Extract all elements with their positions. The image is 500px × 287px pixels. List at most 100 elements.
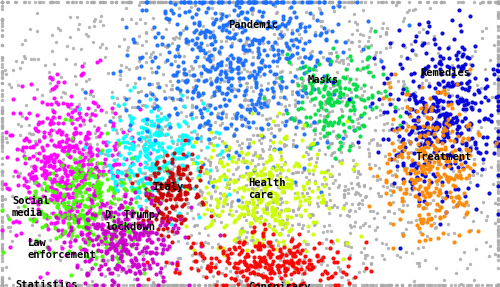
Point: [222, 265, 230, 270]
Point: [481, 94, 489, 99]
Point: [434, 125, 442, 129]
Point: [258, 136, 266, 141]
Point: [170, 151, 178, 156]
Point: [288, 5, 296, 9]
Point: [436, 112, 444, 117]
Point: [494, 81, 500, 86]
Point: [129, 283, 137, 287]
Point: [494, 68, 500, 73]
Point: [451, 187, 459, 191]
Point: [175, 211, 183, 216]
Point: [114, 283, 122, 287]
Point: [271, 190, 279, 195]
Point: [350, 0, 358, 4]
Point: [118, 203, 126, 208]
Point: [242, 283, 250, 287]
Point: [244, 207, 252, 212]
Point: [206, 208, 214, 213]
Point: [360, 110, 368, 115]
Point: [158, 195, 166, 199]
Point: [81, 247, 89, 252]
Point: [274, 263, 281, 268]
Point: [66, 240, 74, 245]
Point: [196, 215, 203, 220]
Point: [147, 65, 155, 70]
Point: [196, 123, 203, 127]
Point: [242, 48, 250, 52]
Point: [228, 282, 236, 287]
Point: [148, 187, 156, 192]
Point: [173, 181, 181, 185]
Point: [457, 282, 465, 287]
Point: [494, 48, 500, 53]
Point: [310, 87, 318, 92]
Point: [298, 59, 306, 64]
Point: [262, 0, 270, 4]
Point: [328, 283, 336, 287]
Point: [399, 233, 407, 238]
Point: [248, 249, 256, 254]
Point: [232, 209, 239, 214]
Point: [440, 129, 448, 134]
Point: [252, 126, 260, 131]
Point: [86, 257, 94, 261]
Point: [211, 179, 219, 183]
Point: [35, 232, 43, 237]
Point: [494, 283, 500, 287]
Point: [178, 203, 186, 208]
Point: [344, 280, 352, 285]
Point: [31, 126, 39, 131]
Point: [76, 114, 84, 119]
Point: [424, 129, 432, 134]
Point: [66, 213, 74, 217]
Point: [204, 6, 212, 10]
Point: [0, 208, 6, 213]
Point: [222, 75, 230, 79]
Point: [168, 228, 176, 233]
Point: [299, 83, 307, 88]
Point: [126, 283, 134, 287]
Point: [184, 183, 192, 188]
Point: [0, 283, 6, 287]
Point: [306, 262, 314, 267]
Point: [150, 180, 158, 185]
Point: [291, 253, 299, 258]
Point: [155, 144, 163, 148]
Point: [12, 0, 20, 4]
Point: [338, 113, 346, 118]
Point: [382, 190, 390, 195]
Point: [439, 132, 447, 137]
Point: [210, 35, 218, 40]
Point: [272, 199, 280, 203]
Point: [410, 95, 418, 100]
Point: [65, 183, 73, 187]
Point: [458, 139, 466, 144]
Point: [266, 158, 274, 162]
Point: [260, 222, 268, 226]
Point: [288, 43, 296, 48]
Point: [188, 253, 196, 258]
Point: [118, 182, 126, 187]
Point: [344, 18, 352, 23]
Point: [380, 111, 388, 116]
Point: [116, 249, 124, 253]
Point: [0, 75, 6, 80]
Point: [20, 54, 28, 59]
Point: [300, 41, 308, 45]
Point: [50, 160, 58, 164]
Point: [26, 179, 34, 184]
Point: [462, 101, 470, 106]
Point: [246, 271, 254, 276]
Point: [178, 147, 186, 152]
Point: [346, 108, 354, 112]
Point: [52, 155, 60, 159]
Point: [70, 136, 78, 140]
Point: [246, 224, 254, 228]
Point: [322, 283, 330, 287]
Point: [420, 107, 428, 112]
Point: [28, 223, 36, 227]
Point: [345, 256, 353, 261]
Point: [214, 85, 222, 90]
Point: [84, 272, 92, 277]
Point: [328, 274, 336, 279]
